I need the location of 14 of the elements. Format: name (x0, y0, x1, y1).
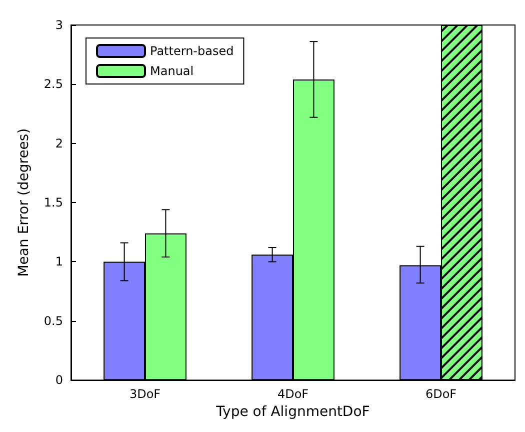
x-axis-title: Type of AlignmentDoF (215, 404, 370, 420)
legend-label: Pattern-based (150, 44, 234, 58)
legend-label: Manual (150, 64, 194, 78)
y-tick-label: 2 (55, 136, 63, 150)
y-tick-label: 0.5 (44, 314, 63, 328)
y-tick-label: 1.5 (44, 196, 63, 210)
y-axis-title: Mean Error (degrees) (16, 128, 32, 277)
y-tick-label: 2.5 (44, 77, 63, 92)
x-tick-label: 6DoF (425, 387, 457, 402)
y-tick-label: 3 (55, 18, 63, 32)
x-tick-label: 3DoF (129, 387, 161, 402)
y-tick-label: 0 (55, 373, 63, 388)
x-tick-label: 4DoF (277, 387, 309, 402)
y-tick-label: 1 (55, 254, 63, 269)
